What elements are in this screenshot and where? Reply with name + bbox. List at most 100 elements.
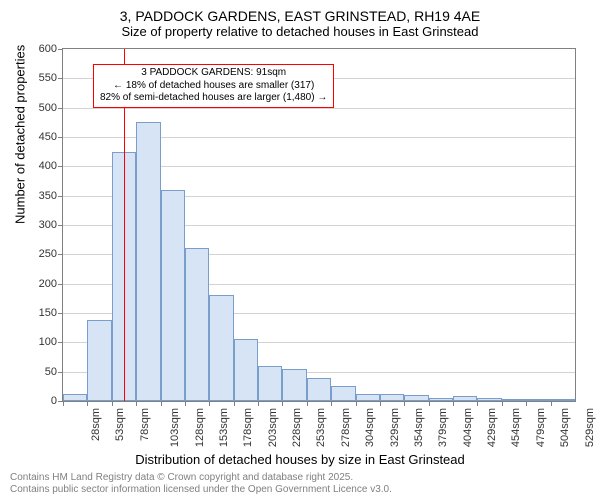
- y-tick-label: 0: [51, 395, 57, 407]
- x-tick-mark: [258, 401, 259, 406]
- y-axis-label-text: Number of detached properties: [13, 45, 28, 224]
- y-tick-mark: [58, 225, 63, 226]
- x-tick-label: 404sqm: [462, 408, 474, 447]
- y-tick-mark: [58, 254, 63, 255]
- x-tick-label: 178sqm: [242, 408, 254, 447]
- histogram-bar: [551, 399, 575, 401]
- y-tick-label: 300: [39, 219, 57, 231]
- x-tick-mark: [87, 401, 88, 406]
- y-tick-label: 600: [39, 43, 57, 55]
- histogram-bar: [429, 398, 453, 401]
- x-tick-label: 228sqm: [291, 408, 303, 447]
- y-tick-label: 550: [39, 72, 57, 84]
- x-tick-label: 103sqm: [169, 408, 181, 447]
- x-tick-label: 429sqm: [486, 408, 498, 447]
- x-tick-mark: [356, 401, 357, 406]
- annotation-line: 3 PADDOCK GARDENS: 91sqm: [100, 67, 327, 80]
- x-tick-mark: [136, 401, 137, 406]
- annotation-line: 82% of semi-detached houses are larger (…: [100, 92, 327, 105]
- x-tick-label: 78sqm: [139, 408, 151, 441]
- x-tick-mark: [161, 401, 162, 406]
- y-tick-mark: [58, 342, 63, 343]
- y-tick-mark: [58, 284, 63, 285]
- x-tick-label: 53sqm: [114, 408, 126, 441]
- x-tick-mark: [502, 401, 503, 406]
- y-tick-label: 250: [39, 248, 57, 260]
- x-tick-label: 479sqm: [535, 408, 547, 447]
- x-axis-title-text: Distribution of detached houses by size …: [135, 452, 465, 467]
- histogram-bar: [161, 190, 185, 401]
- y-tick-mark: [58, 166, 63, 167]
- x-tick-mark: [307, 401, 308, 406]
- y-tick-mark: [58, 108, 63, 109]
- title-description: Size of property relative to detached ho…: [0, 24, 600, 39]
- x-tick-mark: [282, 401, 283, 406]
- y-tick-mark: [58, 196, 63, 197]
- x-tick-mark: [112, 401, 113, 406]
- y-tick-label: 450: [39, 131, 57, 143]
- x-tick-label: 379sqm: [437, 408, 449, 447]
- y-tick-mark: [58, 78, 63, 79]
- attribution-line-2: Contains public sector information licen…: [10, 484, 392, 496]
- attribution: Contains HM Land Registry data © Crown c…: [10, 472, 392, 496]
- x-tick-label: 278sqm: [340, 408, 352, 447]
- histogram-bar: [453, 396, 477, 401]
- plot-area: 05010015020025030035040045050055060028sq…: [62, 48, 576, 402]
- x-tick-label: 28sqm: [90, 408, 102, 441]
- grid-line: [63, 108, 575, 109]
- x-tick-mark: [477, 401, 478, 406]
- histogram-bar: [526, 399, 550, 401]
- histogram-bar: [209, 295, 233, 401]
- x-tick-label: 529sqm: [584, 408, 596, 447]
- histogram-bar: [331, 386, 355, 401]
- y-axis-label: Number of detached properties: [13, 45, 28, 224]
- y-tick-mark: [58, 49, 63, 50]
- chart-container: 3, PADDOCK GARDENS, EAST GRINSTEAD, RH19…: [0, 0, 600, 500]
- x-tick-mark: [380, 401, 381, 406]
- y-tick-label: 400: [39, 160, 57, 172]
- x-tick-mark: [209, 401, 210, 406]
- attribution-line-1: Contains HM Land Registry data © Crown c…: [10, 472, 392, 484]
- y-tick-label: 200: [39, 278, 57, 290]
- y-tick-label: 100: [39, 336, 57, 348]
- histogram-bar: [234, 339, 258, 401]
- x-tick-mark: [429, 401, 430, 406]
- histogram-bar: [477, 398, 501, 401]
- x-tick-label: 253sqm: [316, 408, 328, 447]
- histogram-bar: [258, 366, 282, 401]
- histogram-bar: [136, 122, 160, 401]
- x-tick-label: 454sqm: [511, 408, 523, 447]
- y-tick-label: 150: [39, 307, 57, 319]
- x-tick-label: 304sqm: [364, 408, 376, 447]
- title-address: 3, PADDOCK GARDENS, EAST GRINSTEAD, RH19…: [0, 8, 600, 24]
- x-tick-label: 203sqm: [267, 408, 279, 447]
- x-tick-mark: [551, 401, 552, 406]
- x-tick-mark: [185, 401, 186, 406]
- x-tick-label: 354sqm: [413, 408, 425, 447]
- y-tick-mark: [58, 372, 63, 373]
- histogram-bar: [356, 394, 380, 401]
- y-tick-label: 500: [39, 102, 57, 114]
- histogram-bar: [307, 378, 331, 401]
- histogram-bar: [380, 394, 404, 401]
- annotation-box: 3 PADDOCK GARDENS: 91sqm← 18% of detache…: [93, 64, 334, 108]
- title-block: 3, PADDOCK GARDENS, EAST GRINSTEAD, RH19…: [0, 0, 600, 39]
- x-tick-mark: [234, 401, 235, 406]
- y-tick-label: 50: [45, 366, 57, 378]
- x-tick-mark: [63, 401, 64, 406]
- x-tick-label: 504sqm: [559, 408, 571, 447]
- histogram-bar: [282, 369, 306, 401]
- histogram-bar: [87, 320, 111, 401]
- y-tick-mark: [58, 313, 63, 314]
- histogram-bar: [502, 399, 526, 401]
- x-tick-mark: [453, 401, 454, 406]
- histogram-bar: [63, 394, 87, 401]
- histogram-bar: [404, 395, 428, 401]
- annotation-line: ← 18% of detached houses are smaller (31…: [100, 80, 327, 93]
- x-tick-label: 153sqm: [218, 408, 230, 447]
- y-tick-label: 350: [39, 190, 57, 202]
- x-tick-label: 329sqm: [389, 408, 401, 447]
- histogram-bar: [185, 248, 209, 401]
- x-axis-title: Distribution of detached houses by size …: [0, 452, 600, 467]
- x-tick-mark: [404, 401, 405, 406]
